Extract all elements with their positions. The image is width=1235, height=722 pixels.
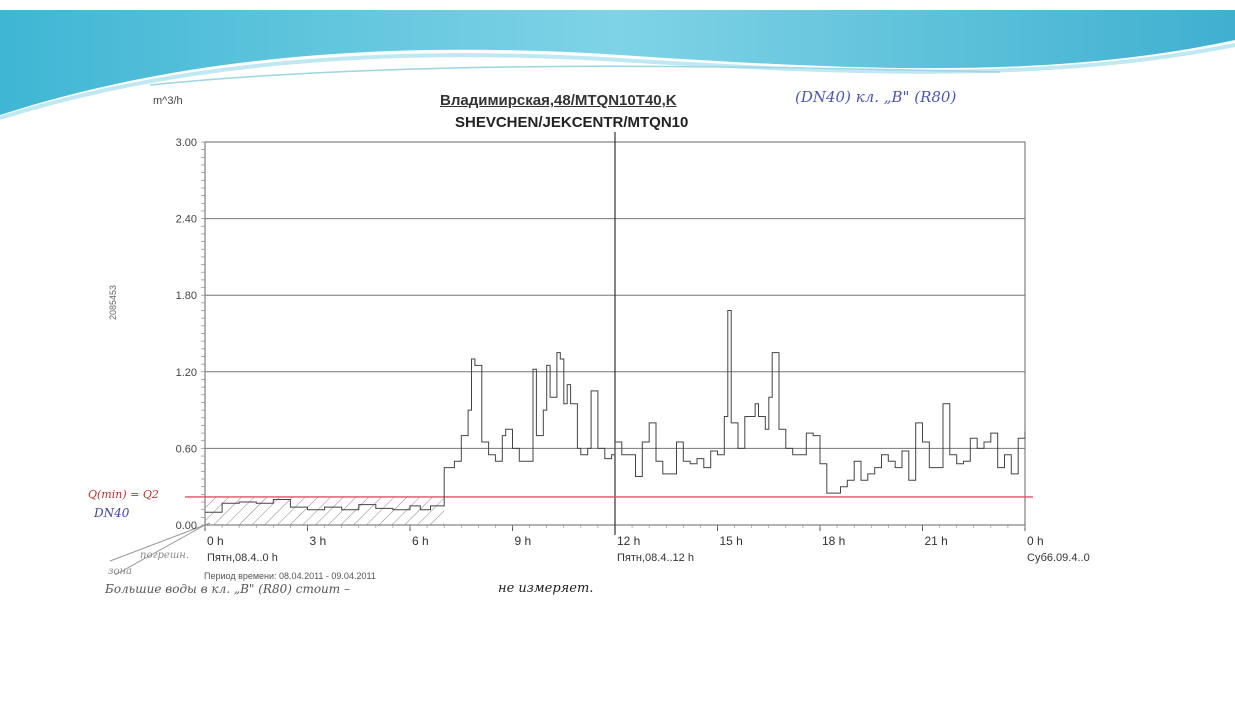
- hatch-pointer-line: [114, 524, 206, 576]
- decorative-banner: [0, 10, 1235, 120]
- x-tick-label: 18 h: [822, 534, 845, 548]
- x-date-label: Суб6.09.4..0: [1027, 552, 1090, 564]
- y-tick-label: 1.80: [176, 290, 197, 302]
- x-tick-label: 12 h: [617, 534, 640, 548]
- x-tick-label: 3 h: [310, 534, 327, 548]
- period-text: Период времени: 08.04.2011 - 09.04.2011: [204, 571, 376, 581]
- x-tick-label: 6 h: [412, 534, 429, 548]
- x-tick-label: 15 h: [720, 534, 743, 548]
- handwritten-dn-label: DN40: [94, 506, 130, 520]
- chart-subtitle: SHEVCHEN/JEKCENTR/MTQN10: [455, 114, 689, 131]
- y-tick-label: 0.60: [176, 443, 197, 455]
- x-date-label: Пятн,08.4..12 h: [617, 552, 694, 564]
- flow-chart: 0.00 0.60 1.20 1.80 2.40 3.00 0 h 3 h 6 h 9 h 12 h…: [109, 132, 1090, 576]
- handwritten-threshold-label: Q(min) = Q2: [88, 488, 159, 501]
- y-tick-label: 2.40: [176, 214, 197, 226]
- x-tick-label: 0 h: [1027, 534, 1044, 548]
- y-tick-label: 0.00: [176, 520, 197, 532]
- chart-title: Владимирская,48/MTQN10T40,K: [440, 92, 677, 109]
- y-tick-label: 1.20: [176, 367, 197, 379]
- y-tick-label: 3.00: [176, 137, 197, 149]
- handwritten-left-note-b: зона: [108, 566, 133, 577]
- x-tick-label: 9 h: [515, 534, 532, 548]
- y-unit-label: m^3/h: [153, 95, 183, 107]
- series-line: [205, 310, 1026, 513]
- x-tick-label: 0 h: [207, 534, 224, 548]
- hatched-zone: [205, 496, 445, 525]
- handwritten-bottom-note-end: не измеряет.: [498, 581, 594, 596]
- handwritten-note-top: (DN40) кл. „B" (R80): [795, 88, 957, 106]
- handwritten-left-note-a: погрешн.: [140, 550, 190, 561]
- x-tick-label: 21 h: [925, 534, 948, 548]
- handwritten-bottom-note: Большие воды в кл. „B" (R80) стоит –: [105, 582, 350, 596]
- hatch-pointer-line: [109, 522, 211, 562]
- x-date-label: Пятн,08.4..0 h: [207, 552, 278, 564]
